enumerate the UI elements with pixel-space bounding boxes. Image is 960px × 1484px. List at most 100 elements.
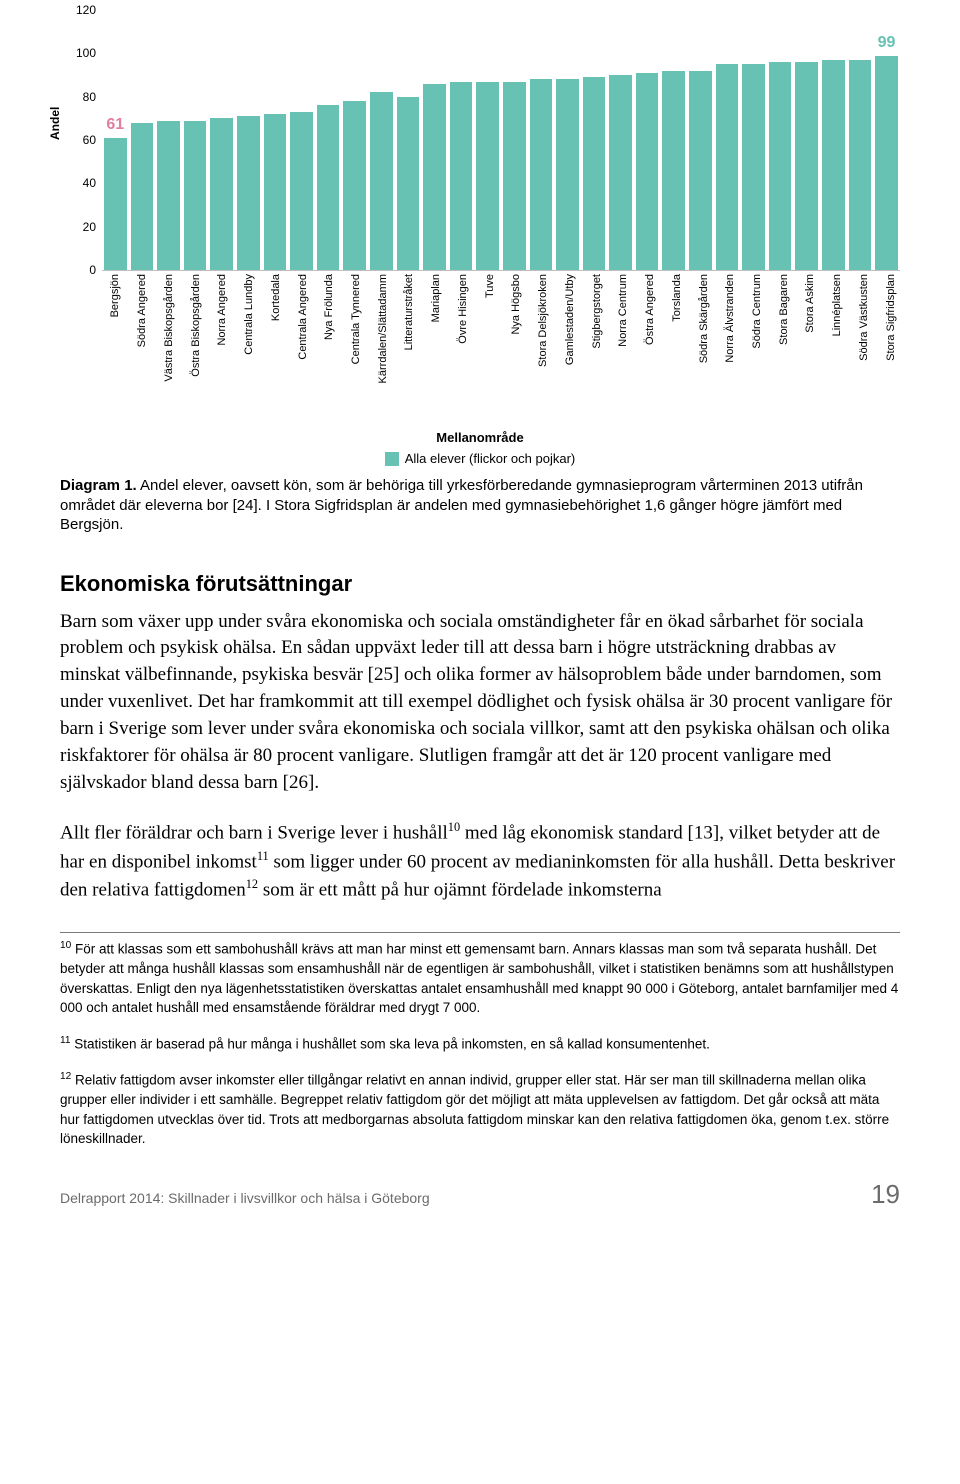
x-label: Stora Bagaren bbox=[778, 274, 790, 345]
x-label: Nya Högsbo bbox=[510, 274, 522, 335]
bar bbox=[131, 123, 154, 270]
x-label: Övre Hisingen bbox=[457, 274, 469, 344]
bar bbox=[450, 82, 473, 271]
bar-slot bbox=[210, 10, 233, 270]
bar bbox=[397, 97, 420, 270]
bar-slot bbox=[343, 10, 366, 270]
bar-slot bbox=[184, 10, 207, 270]
x-label: Nya Frölunda bbox=[323, 274, 335, 340]
chart-x-axis-title: Mellanområde bbox=[60, 430, 900, 445]
x-label: Stora Delsjökroken bbox=[537, 274, 549, 367]
bar bbox=[662, 71, 685, 270]
bar-slot bbox=[131, 10, 154, 270]
bar bbox=[157, 121, 180, 271]
bar-slot bbox=[264, 10, 287, 270]
x-axis-labels: BergsjönSödra AngeredVästra Biskopsgårde… bbox=[102, 274, 904, 424]
y-tick: 40 bbox=[83, 176, 96, 190]
bar-slot: 99 bbox=[875, 10, 898, 270]
diagram-caption: Diagram 1. Andel elever, oavsett kön, so… bbox=[60, 476, 900, 535]
x-label: Kärrdalen/Slättadamm bbox=[377, 274, 389, 383]
body-paragraph-1: Barn som växer upp under svåra ekonomisk… bbox=[60, 609, 900, 798]
chart-bars: 61 99 bbox=[102, 10, 900, 270]
x-label: Linnéplatsen bbox=[831, 274, 843, 336]
bar bbox=[184, 121, 207, 271]
x-label: Centrala Lundby bbox=[243, 274, 255, 355]
section-heading: Ekonomiska förutsättningar bbox=[60, 571, 900, 597]
bar-slot bbox=[476, 10, 499, 270]
footnote-10: 10 För att klassas som ett sambohushåll … bbox=[60, 939, 900, 1018]
legend-text: Alla elever (flickor och pojkar) bbox=[405, 451, 576, 466]
x-label: Norra Centrum bbox=[617, 274, 629, 347]
bar bbox=[716, 64, 739, 270]
bar-slot bbox=[370, 10, 393, 270]
bar-slot bbox=[822, 10, 845, 270]
bar bbox=[530, 79, 553, 270]
bar bbox=[583, 77, 606, 270]
x-label: Stigbergstorget bbox=[591, 274, 603, 349]
x-label: Tuve bbox=[484, 274, 496, 298]
bar bbox=[476, 82, 499, 271]
bar-slot bbox=[290, 10, 313, 270]
y-tick: 20 bbox=[83, 220, 96, 234]
bar bbox=[875, 56, 898, 271]
bar-slot bbox=[556, 10, 579, 270]
x-label: Centrala Angered bbox=[297, 274, 309, 360]
y-tick: 60 bbox=[83, 133, 96, 147]
bar-slot bbox=[237, 10, 260, 270]
y-axis-ticks: 020406080100120 bbox=[66, 10, 96, 270]
x-label: Södra Angered bbox=[136, 274, 148, 347]
bar-slot bbox=[795, 10, 818, 270]
body-paragraph-2: Allt fler föräldrar och barn i Sverige l… bbox=[60, 819, 900, 904]
footnote-rule bbox=[60, 932, 900, 933]
bar-slot bbox=[609, 10, 632, 270]
bar bbox=[769, 62, 792, 270]
bar-slot: 61 bbox=[104, 10, 127, 270]
x-label: Östra Biskopsgården bbox=[190, 274, 202, 377]
y-tick: 100 bbox=[76, 46, 96, 60]
chart: Andel 020406080100120 6199 BergsjönSödra… bbox=[60, 10, 900, 430]
x-label: Norra Angered bbox=[216, 274, 228, 346]
bar bbox=[290, 112, 313, 270]
bar bbox=[849, 60, 872, 270]
x-label: Gamlestaden/Utby bbox=[564, 274, 576, 365]
bar bbox=[609, 75, 632, 270]
x-label: Norra Älvstranden bbox=[724, 274, 736, 363]
bar-slot bbox=[662, 10, 685, 270]
x-label: Södra Skärgården bbox=[698, 274, 710, 363]
y-tick: 0 bbox=[89, 263, 96, 277]
bar-value-first: 61 bbox=[104, 116, 127, 134]
x-label: Stora Sigfridsplan bbox=[885, 274, 897, 361]
x-label: Södra Västkusten bbox=[858, 274, 870, 361]
bar-slot bbox=[849, 10, 872, 270]
page-footer: Delrapport 2014: Skillnader i livsvillko… bbox=[60, 1179, 900, 1210]
y-axis-label: Andel bbox=[48, 107, 62, 140]
bar bbox=[822, 60, 845, 270]
footer-title: Delrapport 2014: Skillnader i livsvillko… bbox=[60, 1190, 430, 1206]
bar-slot bbox=[317, 10, 340, 270]
x-label: Torslanda bbox=[671, 274, 683, 322]
bar bbox=[317, 105, 340, 270]
bar bbox=[264, 114, 287, 270]
bar bbox=[343, 101, 366, 270]
bar bbox=[370, 92, 393, 270]
bar-slot bbox=[450, 10, 473, 270]
legend-swatch bbox=[385, 452, 399, 466]
y-tick: 120 bbox=[76, 3, 96, 17]
footnote-11: 11 Statistiken är baserad på hur många i… bbox=[60, 1034, 900, 1054]
bar-slot bbox=[423, 10, 446, 270]
bar bbox=[689, 71, 712, 270]
x-label: Västra Biskopsgården bbox=[163, 274, 175, 382]
page-number: 19 bbox=[871, 1179, 900, 1210]
bar-slot bbox=[583, 10, 606, 270]
bar-slot bbox=[397, 10, 420, 270]
chart-legend: Alla elever (flickor och pojkar) bbox=[60, 451, 900, 466]
x-label: Mariaplan bbox=[430, 274, 442, 322]
bar-slot bbox=[636, 10, 659, 270]
bar bbox=[104, 138, 127, 270]
footnote-12: 12 Relativ fattigdom avser inkomster ell… bbox=[60, 1070, 900, 1149]
bar-value-last: 99 bbox=[875, 34, 898, 52]
bar-slot bbox=[716, 10, 739, 270]
x-label: Stora Askim bbox=[804, 274, 816, 333]
bar bbox=[423, 84, 446, 270]
y-tick: 80 bbox=[83, 90, 96, 104]
